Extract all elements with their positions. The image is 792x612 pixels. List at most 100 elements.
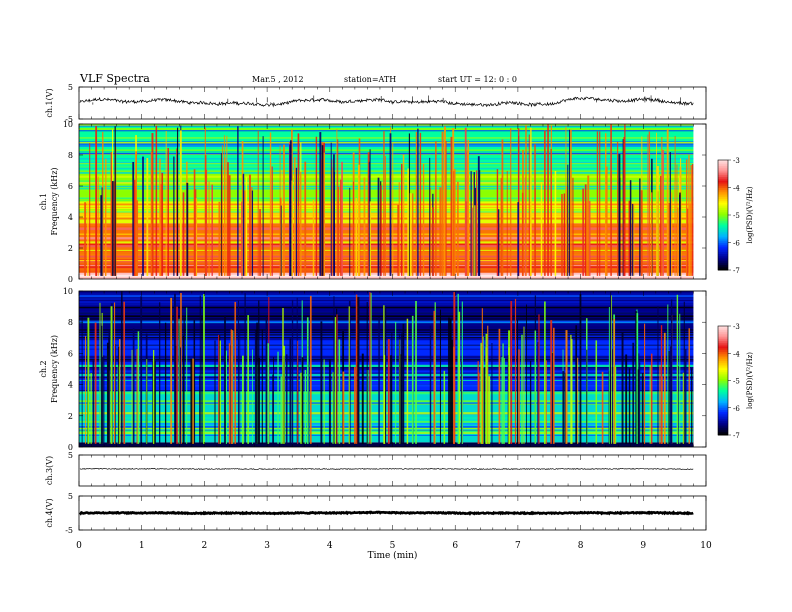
spectrum-line <box>79 403 694 405</box>
spectrum-sferic <box>100 325 103 444</box>
spectrum-sferic <box>223 135 225 276</box>
colorbar-swatch <box>718 358 728 362</box>
spectrum-sferic <box>279 197 282 276</box>
spectrum-sferic <box>114 344 116 444</box>
spectrum-sferic <box>190 358 193 444</box>
colorbar-swatch <box>718 211 728 214</box>
spectrum-line <box>79 343 694 345</box>
spectrum-sferic <box>306 317 309 444</box>
y-tick-label: 2 <box>68 244 73 253</box>
spectrum-sferic <box>674 181 676 276</box>
spectrum-sferic <box>540 181 543 276</box>
spectrum-sferic <box>657 306 659 444</box>
spectrum-sferic <box>383 131 385 276</box>
spectrum-sferic <box>140 296 143 444</box>
spectrum-sferic <box>342 371 345 444</box>
spectrum-line <box>79 400 694 403</box>
colorbar-swatch <box>718 205 728 209</box>
date-label: Mar.5 , 2012 <box>252 75 304 84</box>
colorbar-swatch <box>718 364 728 367</box>
no-data-region <box>693 291 706 447</box>
spectrum-sferic <box>582 188 585 276</box>
spectrum-sferic <box>132 328 135 444</box>
spectrum-line <box>79 393 694 395</box>
spectrum-sferic <box>355 197 358 276</box>
colorbar-swatch <box>718 427 728 431</box>
spectrum-line <box>79 416 694 420</box>
colorbar-swatch <box>718 218 728 221</box>
spectrum-sferic <box>194 189 197 276</box>
spectrum-sferic <box>241 141 244 276</box>
spectrum-line <box>79 187 694 190</box>
spectrum-sferic <box>334 171 335 276</box>
y-tick-label: 10 <box>63 287 73 296</box>
spectrum-sferic <box>89 143 91 276</box>
colorbar-swatch <box>718 382 728 385</box>
spectrum-sferic <box>649 365 651 444</box>
spectrum-sferic <box>289 338 292 444</box>
colorbar-swatch <box>718 165 728 168</box>
spectrum-line <box>79 320 694 323</box>
colorbar-swatch <box>718 384 728 387</box>
colorbar-swatch <box>718 355 728 358</box>
spectrum-sferic <box>474 205 476 276</box>
colorbar-swatch <box>718 202 728 205</box>
spectrum-sferic <box>384 306 387 444</box>
spectrum-sferic <box>167 148 169 276</box>
spectrum-line <box>79 215 694 218</box>
spectrum-line <box>79 427 694 430</box>
spectrum-line <box>79 422 694 426</box>
spectrum-line <box>79 293 694 296</box>
spectrum-sferic <box>667 304 669 444</box>
spectrum-line <box>79 295 694 298</box>
colorbar-swatch <box>718 413 728 416</box>
spectrum-sferic <box>613 318 616 444</box>
spectrum-sferic <box>300 171 302 276</box>
spectrum-sferic <box>435 141 437 276</box>
spectrum-line <box>79 264 694 266</box>
spectrum-sferic <box>262 136 264 276</box>
colorbar-swatch <box>718 340 728 343</box>
spectrum-sferic <box>295 167 298 276</box>
colorbar-swatch <box>718 242 728 245</box>
colorbar-swatch <box>718 220 728 223</box>
spectrum-line <box>79 197 694 199</box>
spectrum-sferic <box>332 372 334 444</box>
spectrum-line <box>79 161 694 164</box>
spectrum-sferic <box>639 178 641 276</box>
colorbar-swatch <box>718 253 728 256</box>
spectrum-sferic <box>621 332 624 444</box>
x-tick-label: 4 <box>327 541 333 551</box>
spectrum-line <box>79 233 694 235</box>
colorbar-swatch <box>718 365 728 369</box>
spectrum-sferic <box>97 176 99 276</box>
spectrum-sferic <box>297 340 299 444</box>
spectrum-line <box>79 268 694 271</box>
colorbar-swatch <box>718 191 728 194</box>
spectrum-line <box>79 227 694 229</box>
spectrum-sferic <box>369 292 371 444</box>
spectrum-line <box>79 245 694 248</box>
spectrum-line <box>79 241 694 243</box>
spectrum-sferic <box>683 301 685 444</box>
spectrum-sferic <box>650 353 653 444</box>
colorbar-swatch <box>718 193 728 196</box>
spectrum-line <box>79 185 694 188</box>
spectrum-line <box>79 125 694 127</box>
spectrum-band <box>79 442 694 447</box>
spectrum-sferic <box>563 193 566 276</box>
spectrum-sferic <box>136 200 139 276</box>
spectrum-sferic <box>251 349 253 444</box>
spectrum-sferic <box>186 182 189 276</box>
spectrum-line <box>79 321 694 324</box>
colorbar-tick-label: -7 <box>733 267 740 275</box>
y-tick-label: 10 <box>63 120 73 129</box>
spectrum-sferic <box>397 204 400 276</box>
colorbar-tick-label: -4 <box>733 350 740 358</box>
spectrum-sferic <box>685 159 688 276</box>
spectrum-sferic <box>244 293 246 444</box>
spectrum-sferic <box>524 177 526 276</box>
spectrum-sferic <box>662 149 664 276</box>
spectrum-sferic <box>640 190 643 276</box>
spectrum-sferic <box>110 306 113 444</box>
